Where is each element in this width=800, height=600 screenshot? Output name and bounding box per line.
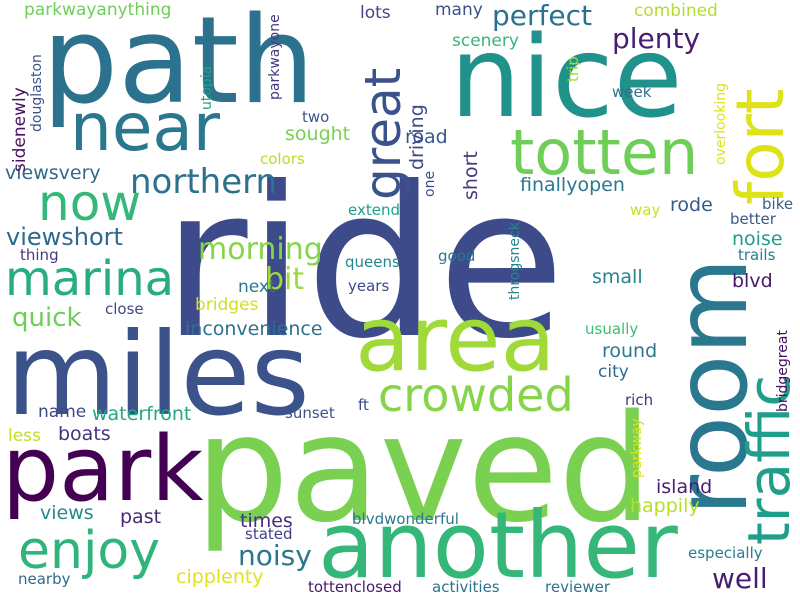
word-quick: quick: [12, 303, 82, 333]
word-nice: nice: [450, 13, 683, 143]
word-fort: fort: [722, 88, 799, 205]
word-less: less: [8, 426, 41, 446]
word-parkwayone: parkwayone: [267, 14, 283, 100]
word-noisy: noisy: [238, 539, 312, 572]
word-two: two: [302, 108, 330, 126]
word-sunset: sunset: [285, 404, 335, 422]
word-lots: lots: [360, 3, 391, 23]
word-throgsneck: throgsneck: [507, 222, 523, 300]
word-thing: thing: [20, 246, 59, 264]
word-reviewer: reviewer: [545, 578, 611, 596]
word-blvdwonderful: blvdwonderful: [352, 510, 459, 528]
word-combined: combined: [634, 1, 718, 21]
word-activities: activities: [432, 578, 500, 596]
word-road: road: [405, 126, 448, 148]
word-bike: bike: [762, 195, 794, 213]
word-viewsvery: viewsvery: [5, 162, 101, 184]
word-trip: trip: [564, 56, 582, 82]
word-plenty: plenty: [612, 22, 701, 55]
word-usually: usually: [585, 320, 639, 338]
word-next: next: [238, 277, 276, 297]
word-past: past: [120, 506, 162, 528]
word-noise: noise: [732, 228, 783, 250]
word-close: close: [105, 300, 144, 318]
word-tottenclosed: tottenclosed: [308, 578, 402, 596]
word-better: better: [730, 210, 776, 228]
word-round: round: [602, 340, 658, 362]
word-park: park: [2, 417, 204, 522]
word-northern: northern: [130, 162, 278, 202]
word-driving: driving: [406, 104, 428, 170]
word-morning: morning: [198, 232, 323, 267]
word-inconvenience: inconvenience: [185, 318, 323, 340]
word-parkway: parkway: [629, 418, 645, 478]
word-blvd: blvd: [732, 270, 773, 292]
word-sought: sought: [285, 123, 351, 145]
word-overlooking: overlooking: [713, 83, 729, 165]
word-waterfront: waterfront: [92, 403, 192, 425]
word-sidenewly: sidenewly: [10, 87, 30, 172]
word-trails: trails: [738, 246, 776, 264]
word-path: path: [42, 0, 315, 131]
word-happily: happily: [630, 495, 700, 517]
word-totten: totten: [510, 116, 699, 189]
word-queens: queens: [345, 253, 400, 271]
word-bridges: bridges: [195, 295, 259, 315]
word-times: times: [240, 510, 293, 532]
word-finallyopen: finallyopen: [520, 174, 625, 196]
word-stated: stated: [245, 525, 293, 543]
word-viewshort: viewshort: [6, 223, 123, 251]
word-boats: boats: [58, 423, 111, 445]
word-enjoy: enjoy: [18, 521, 160, 581]
word-bridgegreat: bridgegreat: [775, 330, 791, 412]
word-good: good: [438, 247, 476, 265]
word-island: island: [656, 476, 713, 498]
word-area: area: [355, 287, 556, 392]
word-miles: miles: [6, 308, 310, 441]
word-marina: marina: [5, 251, 175, 307]
word-way: way: [630, 201, 661, 219]
word-short: short: [460, 151, 482, 200]
word-douglaston: douglaston: [29, 54, 45, 132]
word-bit: bit: [265, 262, 305, 297]
word-especially: especially: [688, 544, 763, 562]
word-city: city: [598, 362, 629, 382]
word-small: small: [592, 266, 643, 288]
word-another: another: [318, 492, 678, 599]
word-colors: colors: [260, 150, 305, 168]
word-rode: rode: [670, 194, 713, 216]
word-utopia: utopia: [199, 65, 215, 110]
word-well: well: [712, 562, 768, 595]
word-years: years: [348, 277, 390, 295]
word-now: now: [38, 174, 142, 232]
word-extend: extend: [348, 201, 400, 219]
word-ride: ride: [162, 143, 566, 385]
word-near: near: [70, 89, 221, 166]
word-perfect: perfect: [492, 0, 592, 32]
word-views: views: [40, 502, 94, 524]
word-name: name: [38, 402, 87, 422]
word-many: many: [435, 0, 483, 20]
word-ft: ft: [358, 396, 369, 414]
word-one: one: [422, 170, 438, 197]
word-rich: rich: [625, 391, 654, 409]
word-crowded: crowded: [378, 368, 574, 422]
word-cipplenty: cipplenty: [176, 566, 264, 588]
word-scenery: scenery: [452, 31, 519, 51]
word-nearby: nearby: [18, 570, 71, 588]
word-parkwayanything: parkwayanything: [24, 0, 172, 20]
word-great: great: [354, 67, 412, 200]
word-week: week: [612, 83, 652, 101]
word-paved: paved: [195, 383, 653, 555]
